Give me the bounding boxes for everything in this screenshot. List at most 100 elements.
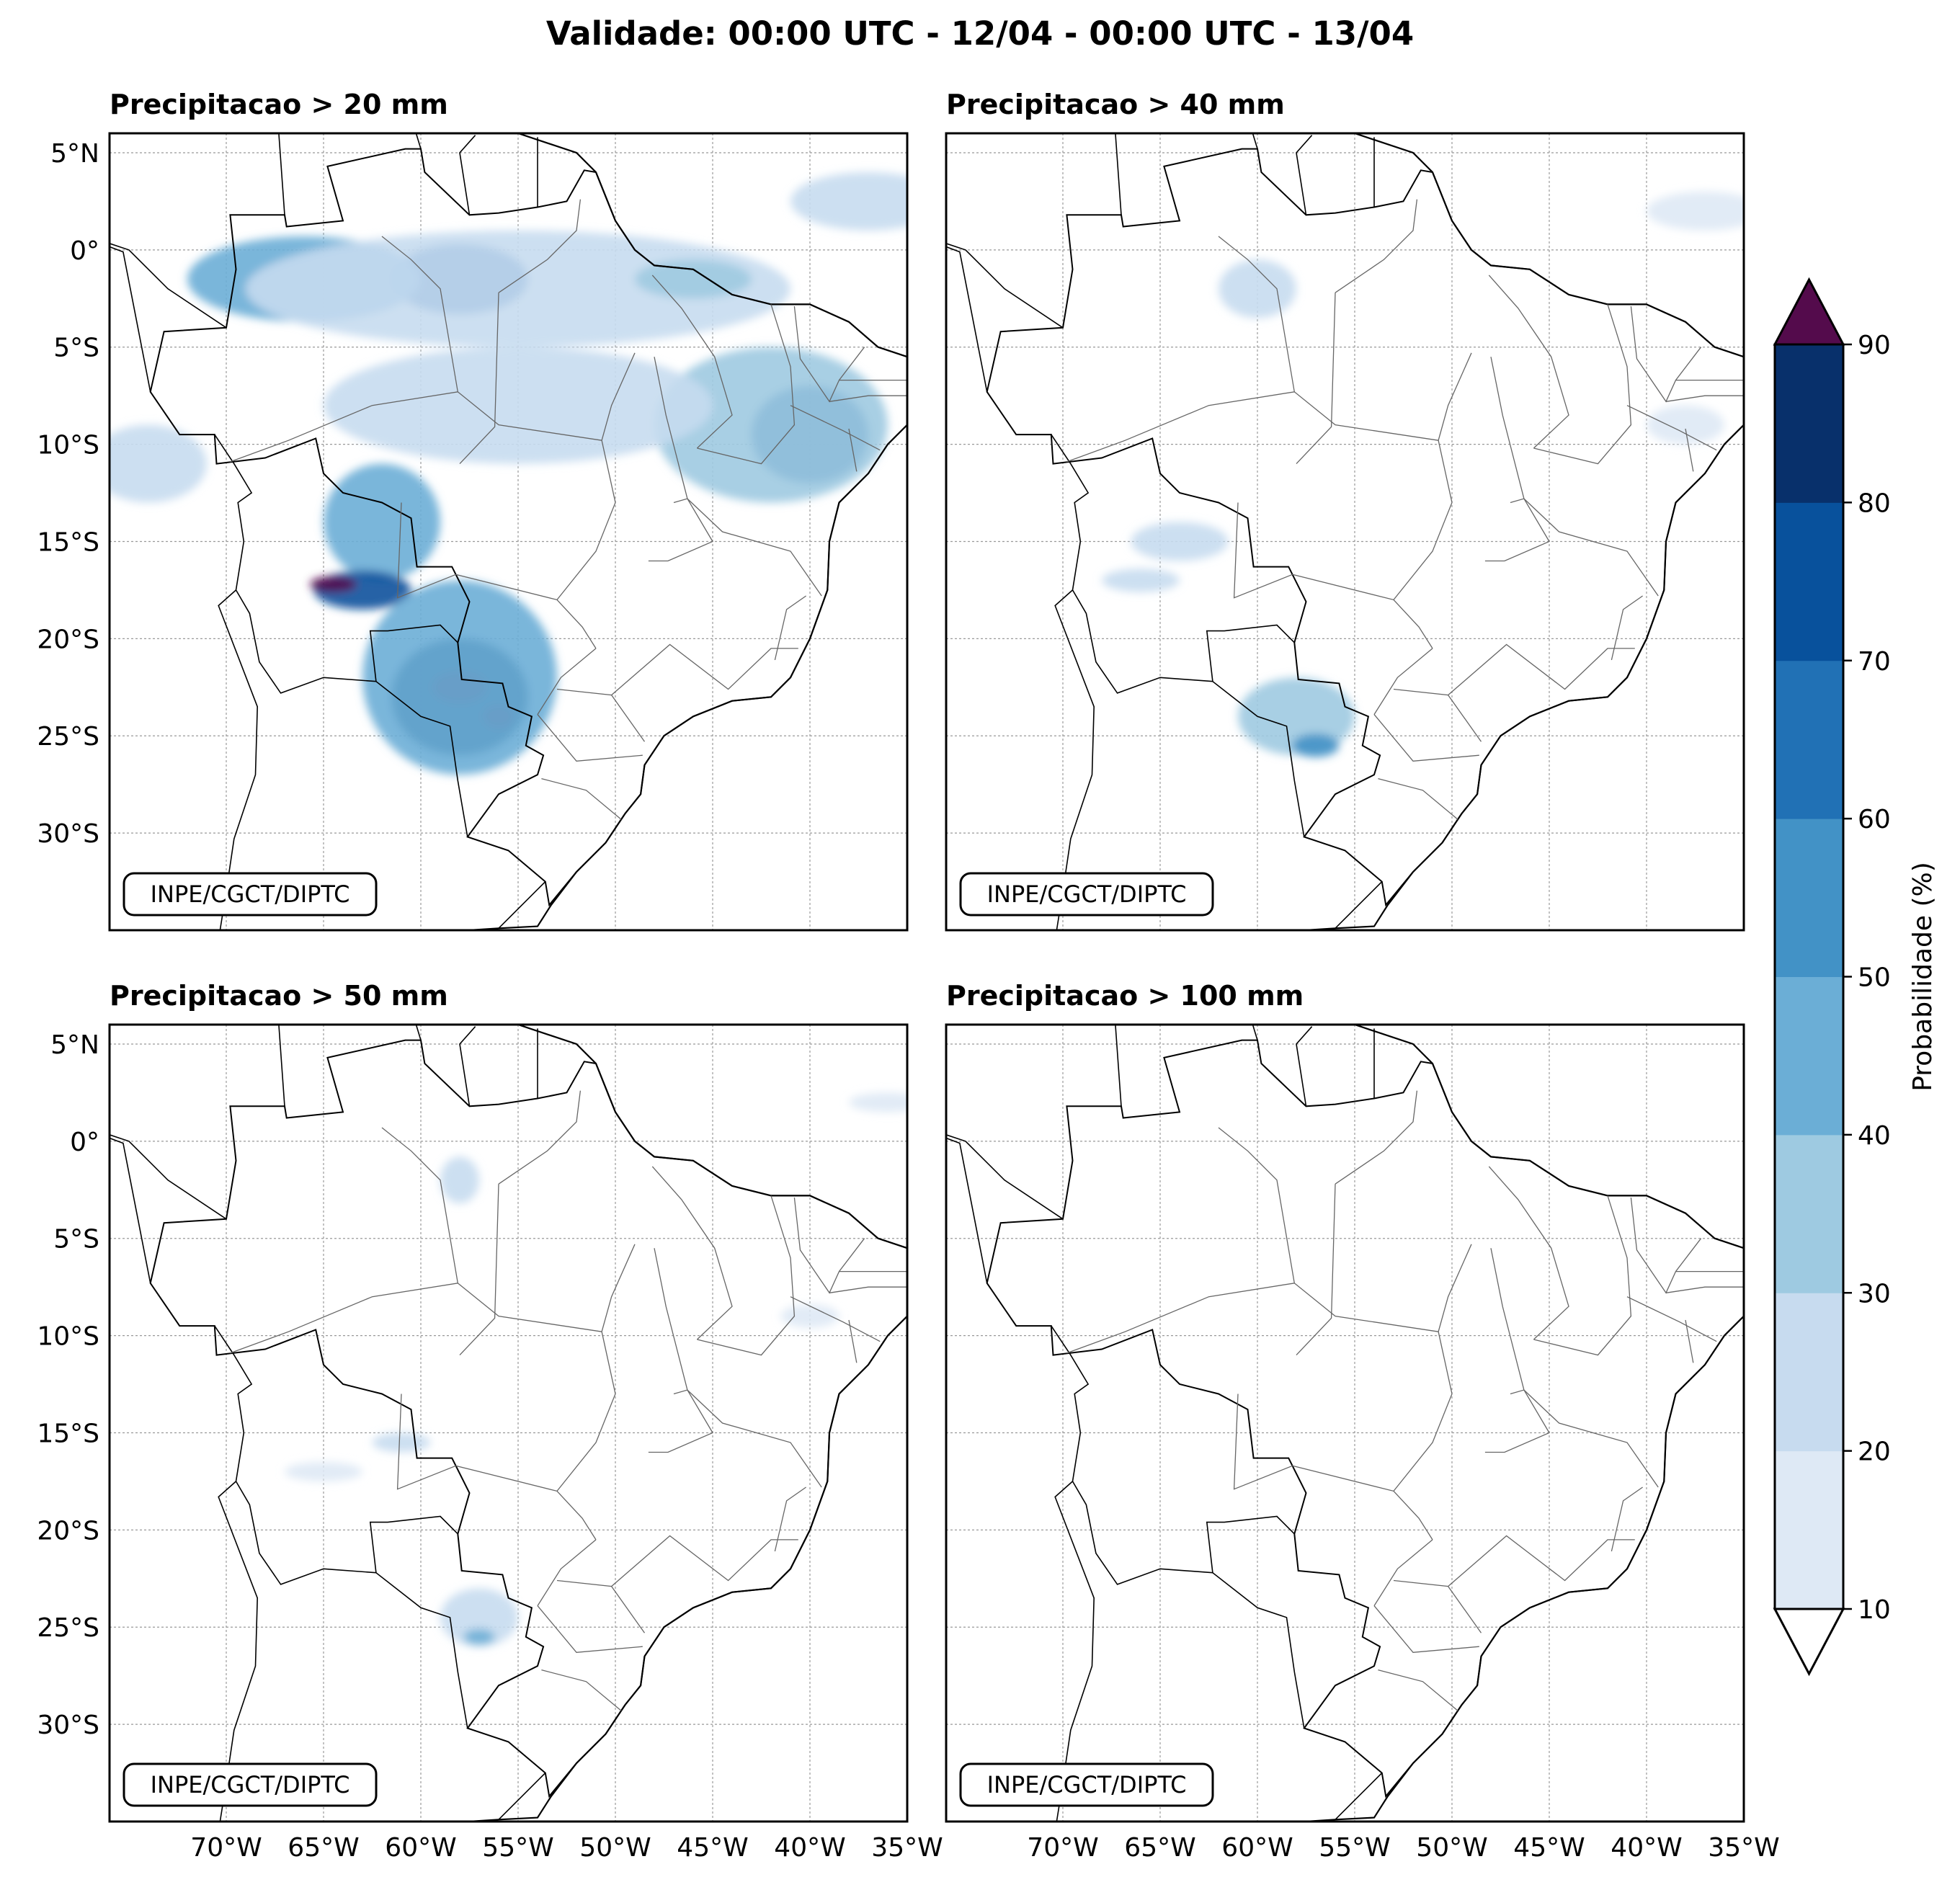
axis-tick-labels: 5°N 0° 5°S 10°S 15°S 20°S 25°S 30°S 5°N 0° 5°S 10°S… [37,139,1779,1863]
lat-tick-label: 5°S [53,1225,99,1254]
state-border [537,714,643,762]
lon-tick-label: 50°W [579,1833,651,1863]
lon-tick-label: 50°W [1416,1833,1487,1863]
panel-map [110,133,907,930]
state-border [1533,1195,1632,1356]
country-border [110,246,151,392]
lat-tick-label: 0° [70,236,99,266]
map-frame [108,132,909,932]
state-border [541,1669,622,1711]
state-border [1233,1394,1293,1490]
country-border [1110,1025,1122,1107]
state-border [1335,1090,1418,1185]
brazil-outline [149,148,907,907]
state-border [556,688,646,742]
coastline [946,1025,1744,1822]
colorbar-tick-label: 90 [1858,331,1891,360]
state-border [1393,1332,1453,1492]
coastline [110,133,907,930]
state-border [648,1389,713,1453]
state-border [498,199,582,293]
map-frame [108,1023,909,1823]
panel-title: Precipitacao > 100 mm [946,980,1304,1012]
colorbar-extend-min [1773,1608,1845,1677]
map-frame [945,1023,1745,1823]
coastline [110,1025,907,1822]
state-border [1488,275,1569,449]
state-border [230,1283,602,1354]
colorbar-tick-label: 80 [1858,489,1891,518]
state-border [848,1319,858,1363]
state-border [396,502,456,599]
state-border [1626,405,1717,451]
state-border [556,1579,646,1633]
lon-tick-label: 40°W [774,1833,845,1863]
state-border [1373,648,1433,715]
colorbar-segment [1775,660,1843,819]
country-border [498,1773,546,1820]
country-border [1296,1026,1313,1107]
panel-map [946,133,1744,930]
lat-tick-label: 10°S [37,1322,99,1352]
country-border [415,1025,422,1040]
probability-area [110,424,207,503]
state-border [1296,293,1336,465]
brazil-outline [986,148,1744,907]
probability-area [324,463,440,581]
lon-tick-label: 40°W [1611,1833,1682,1863]
state-border [556,1332,616,1492]
continent-outline [1304,1025,1744,1822]
lat-tick-label: 5°N [50,139,99,169]
state-border [654,357,688,504]
credit-text: INPE/CGCT/DIPTC [151,880,350,908]
state-border [541,777,622,820]
state-border [1448,643,1635,696]
state-border [455,1465,597,1541]
lon-tick-label: 70°W [190,1833,262,1863]
colorbar-tick-label: 10 [1858,1595,1891,1625]
state-border [829,395,907,402]
probability-area [654,347,888,503]
colorbar-tick-label: 50 [1858,963,1891,993]
credit-text: INPE/CGCT/DIPTC [151,1771,350,1798]
panel-50mm: Precipitacao > 50 mm INPE/CGCT/DIPTC [108,980,909,1823]
colorbar: 10 20 30 40 50 60 70 80 90 Probabilidade (%) [1773,277,1938,1677]
state-border [1393,1579,1482,1633]
state-border [1490,357,1525,504]
country-border [946,1134,1064,1220]
panel-20mm: Precipitacao > 20 mm INPE/CGCT/DIPTC [108,89,909,932]
country-border [1252,133,1258,149]
state-border [1484,1389,1550,1453]
lon-tick-label: 60°W [385,1833,456,1863]
lon-tick-label: 55°W [482,1833,553,1863]
lon-tick-label: 45°W [1513,1833,1585,1863]
probability-area [780,1304,839,1328]
country-border [1051,1325,1213,1585]
colorbar-tick-label: 40 [1858,1121,1891,1151]
map-frame [945,132,1745,932]
state-border [381,1127,458,1283]
country-border [1051,434,1213,694]
panel-100mm: Precipitacao > 100 mm INPE/CGCT/DIPTC [945,980,1745,1823]
colorbar-segment [1775,1134,1843,1293]
colorbar-extend-max [1773,277,1845,346]
lat-tick-label: 30°S [37,819,99,849]
state-border [1448,1535,1635,1587]
state-border [1378,777,1458,820]
state-border [651,1166,733,1340]
colorbar-segment [1775,502,1843,661]
lat-tick-label: 0° [70,1128,99,1157]
probability-area [635,259,752,299]
credit-box: INPE/CGCT/DIPTC [959,1762,1214,1807]
country-border [274,1025,285,1107]
state-border [1630,1198,1702,1294]
state-border [1685,1319,1694,1363]
colorbar-segment [1775,1293,1843,1452]
state-border [790,1296,881,1342]
probability-area [1131,522,1229,561]
state-border [1611,1486,1643,1552]
lat-tick-label: 15°S [37,1419,99,1448]
probability-area [285,1461,362,1481]
state-border [1533,304,1632,465]
